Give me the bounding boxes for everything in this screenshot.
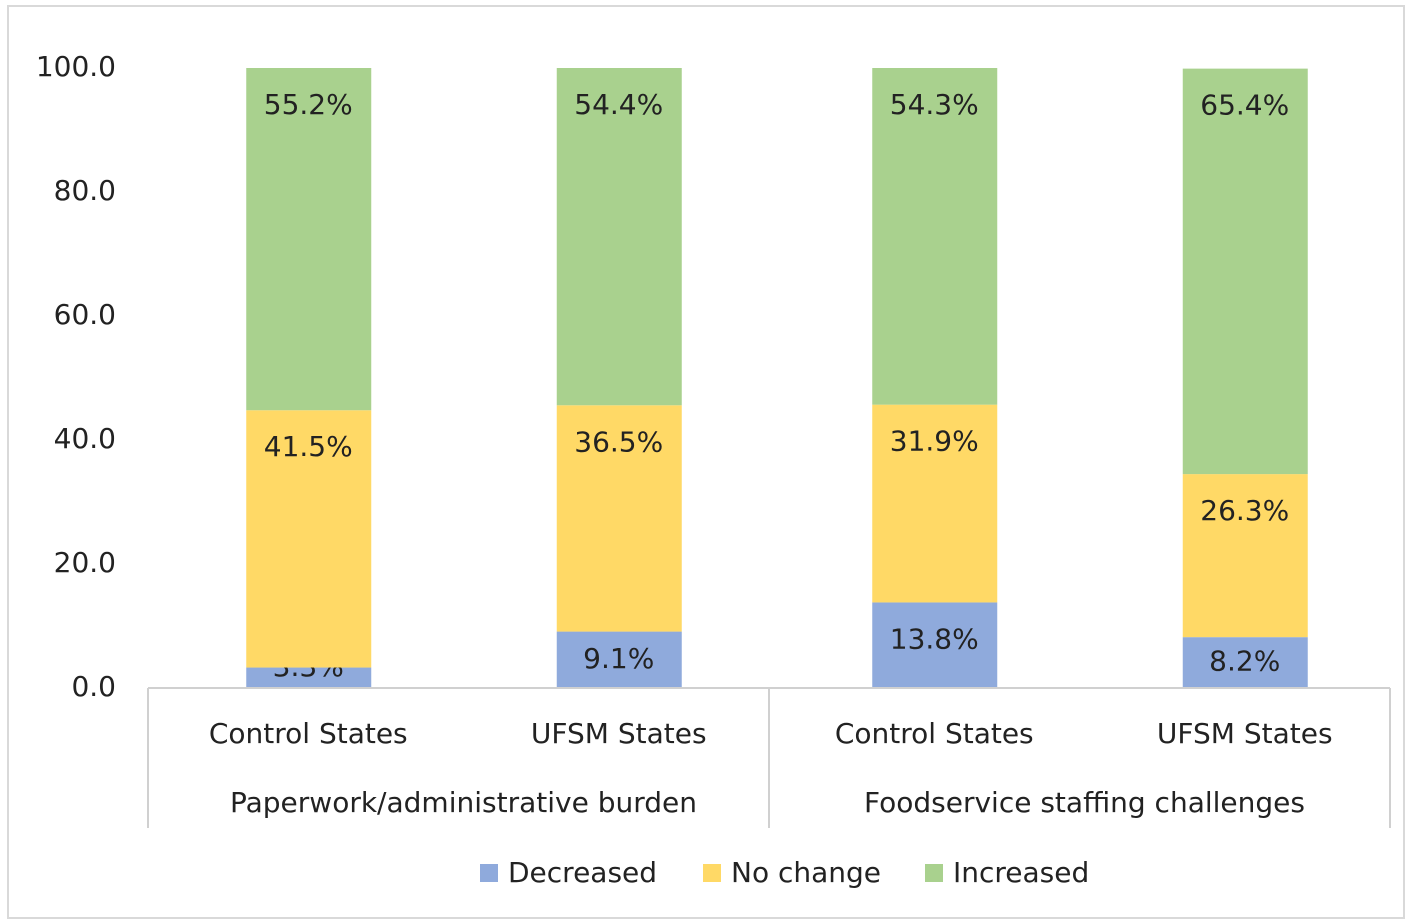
group-label: Paperwork/administrative burden (230, 786, 697, 819)
legend-swatch (480, 864, 498, 882)
data-label: 65.4% (1200, 89, 1289, 122)
bar-segment (872, 404, 998, 603)
data-label: 36.5% (574, 425, 663, 458)
y-tick-label: 20.0 (54, 546, 116, 579)
group-label: Foodservice staffing challenges (864, 786, 1305, 819)
bar-segment (1182, 68, 1308, 475)
legend-label: Decreased (508, 856, 657, 889)
legend-label: No change (731, 856, 881, 889)
data-label: 9.1% (583, 642, 654, 675)
y-tick-label: 80.0 (54, 174, 116, 207)
x-tick-label: Control States (209, 717, 408, 750)
data-label: 54.3% (890, 88, 979, 121)
bar-segment (246, 68, 372, 411)
bar-segment (872, 602, 998, 688)
x-tick-label: UFSM States (1157, 717, 1333, 750)
y-tick-label: 0.0 (71, 670, 116, 703)
bar-segment (246, 667, 372, 688)
bar-segment (246, 410, 372, 668)
data-label: 41.5% (264, 430, 353, 463)
chart-frame (7, 5, 1405, 919)
y-tick-label: 60.0 (54, 298, 116, 331)
y-tick-label: 40.0 (54, 422, 116, 455)
data-label: 31.9% (890, 425, 979, 458)
data-label: 13.8% (890, 622, 979, 655)
bar-segment (1182, 474, 1308, 638)
data-label: 54.4% (574, 88, 663, 121)
data-label: 26.3% (1200, 494, 1289, 527)
legend-label: Increased (953, 856, 1089, 889)
x-tick-label: Control States (835, 717, 1034, 750)
x-tick-label: UFSM States (531, 717, 707, 750)
bar-segment (556, 405, 682, 632)
legend-swatch (703, 864, 721, 882)
y-tick-label: 100.0 (36, 50, 116, 83)
bar-segment (1182, 637, 1308, 688)
data-label: 8.2% (1209, 645, 1280, 678)
bar-segment (556, 68, 682, 406)
data-label: 55.2% (264, 88, 353, 121)
bar-segment (872, 68, 998, 405)
bar-segment (556, 631, 682, 688)
legend-swatch (925, 864, 943, 882)
